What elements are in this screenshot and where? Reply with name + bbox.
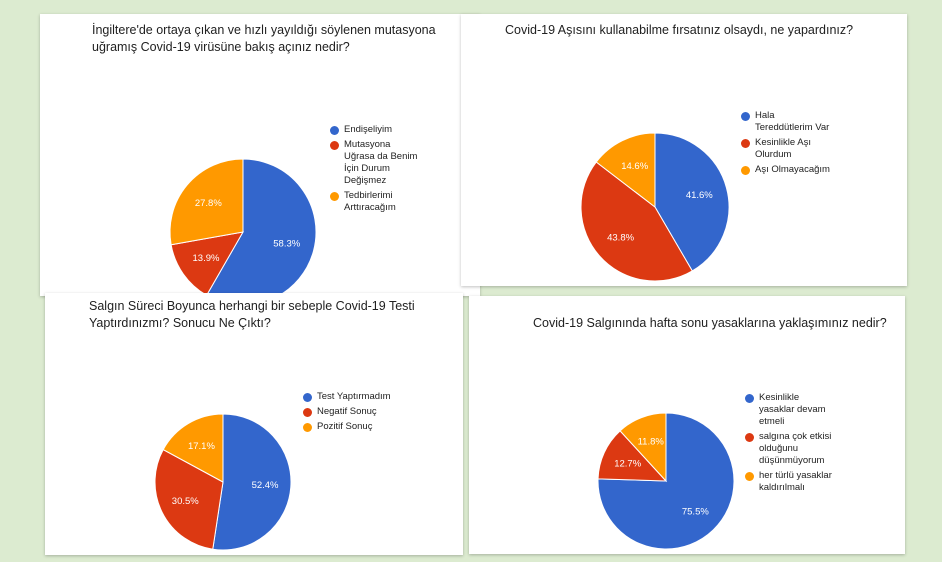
pie-chart: 58.3% 13.9% 27.8% [169,158,317,296]
legend-label: Kesinlikle Aşı Olurdum [755,137,811,160]
chart-panel-mutation: İngiltere'de ortaya çıkan ve hızlı yayıl… [40,14,480,296]
chart-legend: Hala Tereddütlerim Var Kesinlikle Aşı Olu… [741,110,833,179]
legend-swatch [330,192,339,201]
chart-title: Salgın Süreci Boyunca herhangi bir sebep… [89,299,415,330]
chart-legend: Kesinlikle yasaklar devam etmeli salgına … [745,392,837,497]
legend-item: Mutasyona Uğrasa da Benim İçin Durum Değ… [330,139,422,187]
legend-swatch [745,472,754,481]
legend-item: Tedbirlerimi Arttıracağım [330,190,422,214]
legend-item: Kesinlikle Aşı Olurdum [741,137,833,161]
legend-label: Hala Tereddütlerim Var [755,110,830,133]
pie-slice [205,158,317,296]
legend-item: Negatif Sonuç [303,406,395,418]
pie-slice [162,413,224,483]
chart-panel-weekend: Covid-19 Salgınında hafta sonu yasakları… [469,296,905,554]
chart-title: Covid-19 Aşısını kullanabilme fırsatınız… [505,23,854,37]
legend-label: salgına çok etkisi olduğunu düşünmüyorum [759,431,832,466]
legend-swatch [330,141,339,150]
slice-label: 13.9% [193,253,220,264]
legend-label: Tedbirlerimi Arttıracağım [344,190,396,213]
slice-label: 75.5% [682,506,709,517]
pie-chart: 41.6% 43.8% 14.6% [580,132,730,282]
legend-swatch [745,394,754,403]
chart-title: Covid-19 Salgınında hafta sonu yasakları… [533,316,887,330]
slice-label: 30.5% [172,496,199,507]
legend-swatch [330,126,339,135]
pie-chart: 75.5% 12.7% 11.8% [597,412,735,550]
legend-label: Kesinlikle yasaklar devam etmeli [759,392,826,427]
legend-swatch [303,393,312,402]
slice-label: 52.4% [252,480,279,491]
legend-label: Mutasyona Uğrasa da Benim İçin Durum Değ… [344,139,418,186]
chart-legend: Test Yaptırmadım Negatif Sonuç Pozitif Son… [303,391,395,436]
pie-slice [212,413,292,551]
legend-label: her türlü yasaklar kaldırılmalı [759,470,832,493]
legend-swatch [741,166,750,175]
legend-swatch [303,408,312,417]
slice-label: 12.7% [614,458,641,469]
chart-panel-vaccine: Covid-19 Aşısını kullanabilme fırsatınız… [461,14,907,286]
pie-slice [597,412,735,550]
pie-chart: 52.4% 30.5% 17.1% [154,413,292,551]
pie-slice [619,412,667,483]
slice-label: 11.8% [638,437,665,448]
legend-label: Pozitif Sonuç [317,421,373,432]
legend-item: Aşı Olmayacağım [741,164,833,176]
chart-panel-test: Salgın Süreci Boyunca herhangi bir sebep… [45,293,463,555]
slice-label: 43.8% [607,232,634,243]
legend-label: Aşı Olmayacağım [755,164,830,175]
legend-label: Test Yaptırmadım [317,391,391,402]
legend-item: her türlü yasaklar kaldırılmalı [745,470,837,494]
slice-label: 58.3% [273,239,300,250]
pie-slice [169,158,244,246]
slice-label: 14.6% [621,161,648,172]
chart-legend: Endişeliyim Mutasyona Uğrasa da Benim İçi… [330,124,422,217]
legend-item: Endişeliyim [330,124,422,136]
legend-swatch [303,423,312,432]
chart-title: İngiltere'de ortaya çıkan ve hızlı yayıl… [92,23,436,54]
legend-item: Pozitif Sonuç [303,421,395,433]
legend-item: salgına çok etkisi olduğunu düşünmüyorum [745,431,837,467]
legend-label: Endişeliyim [344,124,393,135]
pie-slice [580,161,693,282]
slice-label: 41.6% [686,190,713,201]
pie-slice [154,448,224,550]
legend-item: Hala Tereddütlerim Var [741,110,833,134]
legend-swatch [741,139,750,148]
legend-label: Negatif Sonuç [317,406,377,417]
legend-item: Kesinlikle yasaklar devam etmeli [745,392,837,428]
pie-slice [595,132,656,209]
legend-swatch [745,433,754,442]
legend-swatch [741,112,750,121]
slice-label: 17.1% [188,441,215,452]
pie-slice [654,132,730,272]
slice-label: 27.8% [195,198,222,209]
legend-item: Test Yaptırmadım [303,391,395,403]
